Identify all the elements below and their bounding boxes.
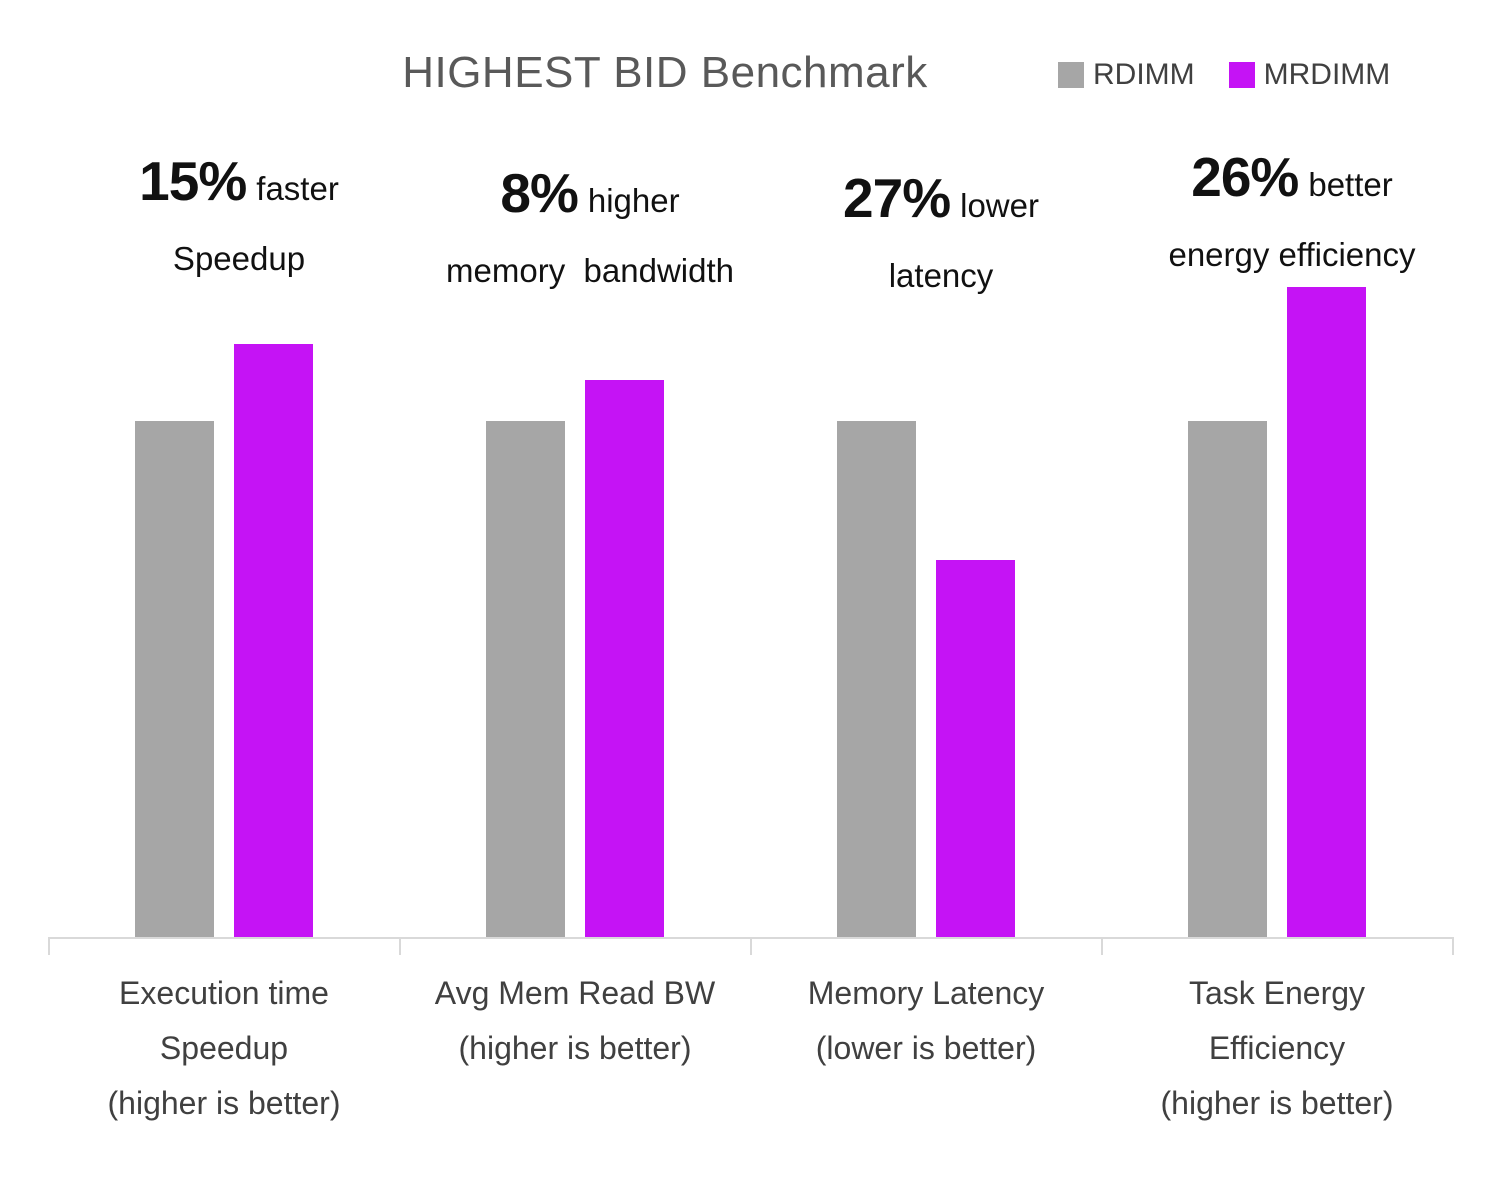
annotation-metric: memory bandwidth [446, 252, 734, 289]
annotation-qualifier: better [1308, 166, 1393, 203]
category-label-memory-latency: Memory Latency (lower is better) [808, 966, 1045, 1076]
legend-label-mrdimm: MRDIMM [1263, 58, 1391, 91]
annotation-memory-latency: 27% lower latency [843, 165, 1039, 300]
category-label-execution-time: Execution time Speedup (higher is better) [108, 966, 341, 1131]
bar-rdimm-avg-mem-read-bw [486, 421, 565, 937]
legend-label-rdimm: RDIMM [1093, 58, 1195, 91]
category-label-line: Task Energy [1188, 975, 1366, 1011]
bar-mrdimm-execution-time [234, 344, 313, 937]
bar-mrdimm-memory-latency [936, 560, 1015, 937]
annotation-metric: Speedup [172, 240, 306, 277]
x-axis-tick [1452, 937, 1454, 955]
annotation-percent: 27% [843, 167, 951, 229]
bar-rdimm-memory-latency [837, 421, 916, 937]
annotation-metric: latency [888, 257, 994, 294]
category-label-line: (higher is better) [1160, 1085, 1394, 1121]
annotation-percent: 15% [139, 150, 247, 212]
annotation-qualifier: faster [256, 170, 339, 207]
legend-item-rdimm: RDIMM [1058, 58, 1195, 92]
mrdimm-legend-swatch-icon [1228, 62, 1255, 88]
annotation-execution-time: 15% faster Speedup [139, 148, 339, 283]
category-label-line: (higher is better) [458, 1030, 692, 1066]
x-axis-tick [399, 937, 401, 955]
rdimm-legend-swatch-icon [1058, 62, 1084, 88]
bar-rdimm-execution-time [135, 421, 214, 937]
annotation-metric: energy efficiency [1168, 236, 1416, 273]
bar-rdimm-task-energy [1188, 421, 1267, 937]
category-label-line: Efficiency [1208, 1030, 1346, 1066]
annotation-headline: 8% higher [446, 160, 734, 241]
category-label-line: (lower is better) [815, 1030, 1037, 1066]
annotation-percent: 26% [1191, 146, 1299, 208]
category-label-line: Execution time [119, 975, 329, 1011]
category-label-line: Memory Latency [807, 975, 1045, 1011]
annotation-qualifier: higher [587, 182, 680, 219]
annotation-headline: 27% lower [843, 165, 1039, 246]
legend-item-mrdimm: MRDIMM [1228, 58, 1391, 92]
x-axis-tick [1101, 937, 1103, 955]
bar-mrdimm-task-energy [1287, 287, 1366, 937]
category-label-line: Avg Mem Read BW [434, 975, 716, 1011]
annotation-qualifier: lower [960, 187, 1039, 224]
annotation-percent: 8% [500, 162, 578, 224]
annotation-headline: 26% better [1168, 144, 1415, 225]
annotation-avg-mem-read-bw: 8% higher memory bandwidth [446, 160, 734, 295]
legend: RDIMM MRDIMM [1058, 58, 1390, 92]
category-label-line: Speedup [159, 1030, 289, 1066]
category-label-task-energy: Task Energy Efficiency (higher is better) [1161, 966, 1394, 1131]
chart-title: HIGHEST BID Benchmark [402, 48, 928, 97]
annotation-task-energy: 26% better energy efficiency [1168, 144, 1415, 279]
category-label-line: (higher is better) [107, 1085, 341, 1121]
bar-mrdimm-avg-mem-read-bw [585, 380, 664, 937]
annotation-headline: 15% faster [139, 148, 339, 229]
x-axis-tick [750, 937, 752, 955]
category-label-avg-mem-read-bw: Avg Mem Read BW (higher is better) [435, 966, 715, 1076]
x-axis-tick [48, 937, 50, 955]
